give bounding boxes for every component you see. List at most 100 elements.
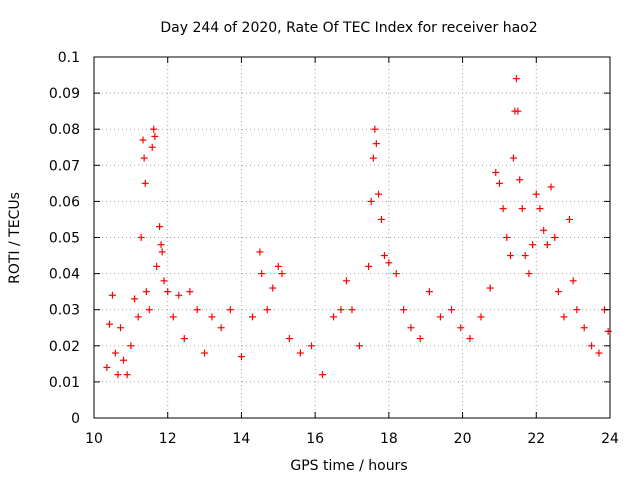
data-point xyxy=(186,288,194,296)
data-point xyxy=(141,179,149,187)
data-point xyxy=(193,306,201,314)
y-tick-label: 0.04 xyxy=(49,267,80,283)
data-point xyxy=(258,270,266,278)
data-point xyxy=(495,179,503,187)
data-point xyxy=(296,349,304,357)
y-tick-label: 0 xyxy=(71,411,80,427)
data-point xyxy=(278,270,286,278)
data-point xyxy=(348,306,356,314)
data-point xyxy=(506,252,514,260)
data-point xyxy=(201,349,209,357)
data-point xyxy=(514,107,522,115)
data-point xyxy=(569,277,577,285)
x-tick-label: 10 xyxy=(85,431,103,447)
data-point xyxy=(237,353,245,361)
data-point xyxy=(105,320,113,328)
data-point xyxy=(119,356,127,364)
data-point xyxy=(371,125,379,133)
y-tick-label: 0.05 xyxy=(49,231,80,247)
y-tick-label: 0.07 xyxy=(49,158,80,174)
data-point xyxy=(425,288,433,296)
y-tick-label: 0.02 xyxy=(49,339,80,355)
data-point xyxy=(377,215,385,223)
data-point xyxy=(560,313,568,321)
data-point xyxy=(536,205,544,213)
data-point xyxy=(208,313,216,321)
y-tick-label: 0.1 xyxy=(58,50,80,66)
data-point xyxy=(547,183,555,191)
data-point xyxy=(337,306,345,314)
data-point xyxy=(148,143,156,151)
data-point xyxy=(330,313,338,321)
data-point xyxy=(217,324,225,332)
data-point xyxy=(486,284,494,292)
data-point xyxy=(123,371,131,379)
data-point xyxy=(400,306,408,314)
data-point xyxy=(499,205,507,213)
data-point xyxy=(164,288,172,296)
data-point xyxy=(416,335,424,343)
data-point xyxy=(365,262,373,270)
y-axis-label: ROTI / TECUs xyxy=(7,192,23,284)
chart-title: Day 244 of 2020, Rate Of TEC Index for r… xyxy=(160,20,537,36)
data-point xyxy=(516,176,524,184)
data-point xyxy=(466,335,474,343)
data-point xyxy=(285,335,293,343)
x-tick-label: 20 xyxy=(454,431,472,447)
data-point xyxy=(529,241,537,249)
data-point xyxy=(518,205,526,213)
y-axis: 0 0.01 0.02 0.03 0.04 0.05 0.06 0.07 0.08 0.09 0.1 xyxy=(49,50,610,427)
data-point xyxy=(140,154,148,162)
data-point xyxy=(512,75,520,83)
data-point xyxy=(392,270,400,278)
data-point xyxy=(248,313,256,321)
y-tick-label: 0.09 xyxy=(49,86,80,102)
data-point xyxy=(153,262,161,270)
data-point xyxy=(580,324,588,332)
data-point xyxy=(565,215,573,223)
plot-frame xyxy=(93,56,611,419)
data-point xyxy=(436,313,444,321)
data-point xyxy=(142,288,150,296)
data-point xyxy=(503,234,511,241)
x-tick-label: 24 xyxy=(601,431,619,447)
data-point xyxy=(355,342,363,350)
x-axis-label: GPS time / hours xyxy=(290,458,407,474)
data-point xyxy=(158,248,166,256)
data-point xyxy=(139,136,147,144)
data-point xyxy=(372,140,380,148)
x-tick-label: 12 xyxy=(159,431,177,447)
data-point xyxy=(137,234,145,241)
data-point xyxy=(145,306,153,314)
data-point xyxy=(369,154,377,162)
data-point xyxy=(543,241,551,249)
data-point xyxy=(134,313,142,321)
data-point xyxy=(127,342,135,350)
data-point xyxy=(573,306,581,314)
data-point xyxy=(131,295,139,303)
y-tick-label: 0.06 xyxy=(49,194,80,210)
x-tick-label: 22 xyxy=(527,431,545,447)
data-point xyxy=(492,169,500,177)
data-point xyxy=(111,349,119,357)
data-point xyxy=(157,241,165,249)
data-point xyxy=(457,324,465,332)
data-point xyxy=(150,125,158,133)
x-tick-label: 14 xyxy=(233,431,251,447)
data-point xyxy=(588,342,596,350)
data-point xyxy=(156,223,164,231)
data-point xyxy=(521,252,529,260)
data-point xyxy=(604,327,612,335)
data-point xyxy=(274,262,282,270)
data-point xyxy=(117,324,125,332)
data-points xyxy=(103,75,612,379)
data-point xyxy=(180,335,188,343)
data-point xyxy=(407,324,415,332)
data-point xyxy=(367,197,375,205)
x-tick-label: 16 xyxy=(306,431,324,447)
data-point xyxy=(532,190,540,198)
x-tick-label: 18 xyxy=(380,431,398,447)
data-point xyxy=(551,234,559,241)
data-point xyxy=(160,277,168,285)
